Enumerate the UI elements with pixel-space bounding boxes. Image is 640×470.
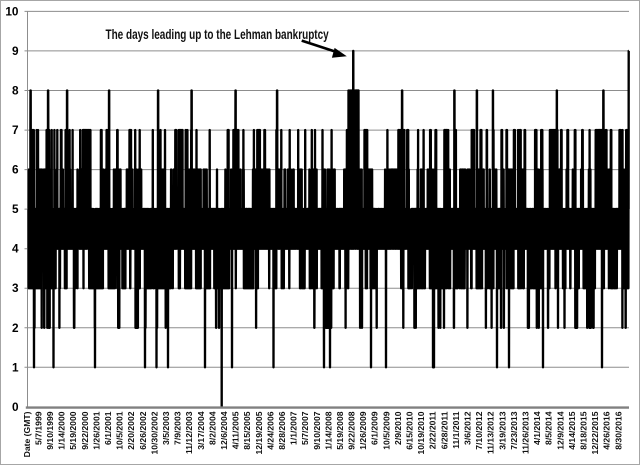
svg-text:4: 4 <box>12 242 19 256</box>
svg-text:6/1/2009: 6/1/2009 <box>370 411 380 445</box>
svg-text:1: 1 <box>12 360 19 374</box>
svg-text:5/19/2000: 5/19/2000 <box>68 411 78 449</box>
svg-text:10/5/2001: 10/5/2001 <box>115 411 125 449</box>
svg-text:8/18/2015: 8/18/2015 <box>579 411 589 449</box>
svg-text:The days leading up to the Leh: The days leading up to the Lehman bankru… <box>106 27 330 43</box>
svg-text:11/26/2013: 11/26/2013 <box>521 411 531 454</box>
svg-text:5/19/2008: 5/19/2008 <box>335 411 345 449</box>
svg-text:2/22/2011: 2/22/2011 <box>428 411 438 449</box>
svg-text:10/19/2010: 10/19/2010 <box>416 411 426 454</box>
svg-text:2/9/2010: 2/9/2010 <box>393 411 403 445</box>
svg-text:1/26/2001: 1/26/2001 <box>91 411 101 449</box>
svg-text:10: 10 <box>5 4 19 18</box>
svg-text:6/28/2011: 6/28/2011 <box>439 411 449 449</box>
svg-text:4/14/2015: 4/14/2015 <box>567 411 577 449</box>
svg-text:4/26/2016: 4/26/2016 <box>602 411 612 449</box>
svg-text:5/7/1999: 5/7/1999 <box>33 411 43 445</box>
svg-text:3: 3 <box>12 281 19 295</box>
svg-text:7: 7 <box>12 123 19 137</box>
svg-text:11/12/2003: 11/12/2003 <box>184 411 194 454</box>
svg-text:6: 6 <box>12 163 19 177</box>
svg-text:1/14/2000: 1/14/2000 <box>57 411 67 449</box>
svg-text:11/1/2011: 11/1/2011 <box>451 411 461 449</box>
svg-text:12/9/2014: 12/9/2014 <box>555 411 565 449</box>
svg-text:7/9/2003: 7/9/2003 <box>173 411 183 445</box>
svg-text:4/24/2006: 4/24/2006 <box>265 411 275 449</box>
svg-text:7/10/2012: 7/10/2012 <box>474 411 484 449</box>
svg-text:6/15/2010: 6/15/2010 <box>405 411 415 449</box>
svg-text:1/1/2007: 1/1/2007 <box>289 411 299 445</box>
svg-text:8/2/2004: 8/2/2004 <box>207 411 217 445</box>
svg-text:3/19/2013: 3/19/2013 <box>497 411 507 449</box>
svg-text:1/14/2008: 1/14/2008 <box>323 411 333 449</box>
svg-text:9: 9 <box>12 44 19 58</box>
svg-text:7/23/2013: 7/23/2013 <box>509 411 519 449</box>
svg-text:8/30/2016: 8/30/2016 <box>613 411 623 449</box>
svg-text:9/22/2008: 9/22/2008 <box>347 411 357 449</box>
svg-text:6/26/2002: 6/26/2002 <box>138 411 148 449</box>
svg-text:3/5/2003: 3/5/2003 <box>161 411 171 445</box>
svg-text:4/11/2005: 4/11/2005 <box>231 411 241 449</box>
svg-text:10/5/2009: 10/5/2009 <box>381 411 391 449</box>
svg-text:2: 2 <box>12 321 19 335</box>
svg-text:12/19/2005: 12/19/2005 <box>254 411 264 454</box>
svg-text:2/20/2002: 2/20/2002 <box>126 411 136 449</box>
svg-text:5: 5 <box>12 202 19 216</box>
svg-text:3/17/2004: 3/17/2004 <box>196 411 206 449</box>
svg-text:8: 8 <box>12 84 19 98</box>
svg-text:8/5/2014: 8/5/2014 <box>544 411 554 445</box>
svg-text:12/22/2015: 12/22/2015 <box>590 411 600 454</box>
svg-text:3/6/2012: 3/6/2012 <box>463 411 473 445</box>
svg-text:12/6/2004: 12/6/2004 <box>219 411 229 449</box>
svg-text:9/10/2007: 9/10/2007 <box>312 411 322 449</box>
svg-text:1/26/2009: 1/26/2009 <box>358 411 368 449</box>
svg-text:8/15/2005: 8/15/2005 <box>242 411 252 449</box>
svg-text:11/13/2012: 11/13/2012 <box>486 411 496 454</box>
svg-text:9/22/2000: 9/22/2000 <box>80 411 90 449</box>
svg-text:10/30/2002: 10/30/2002 <box>149 411 159 454</box>
svg-text:9/10/1999: 9/10/1999 <box>45 411 55 449</box>
svg-text:Date (GMT): Date (GMT) <box>22 411 32 457</box>
svg-text:4/1/2014: 4/1/2014 <box>532 411 542 445</box>
svg-text:5/7/2007: 5/7/2007 <box>300 411 310 445</box>
svg-text:8/28/2006: 8/28/2006 <box>277 411 287 449</box>
svg-text:0: 0 <box>12 400 19 414</box>
svg-text:6/1/2001: 6/1/2001 <box>103 411 113 445</box>
